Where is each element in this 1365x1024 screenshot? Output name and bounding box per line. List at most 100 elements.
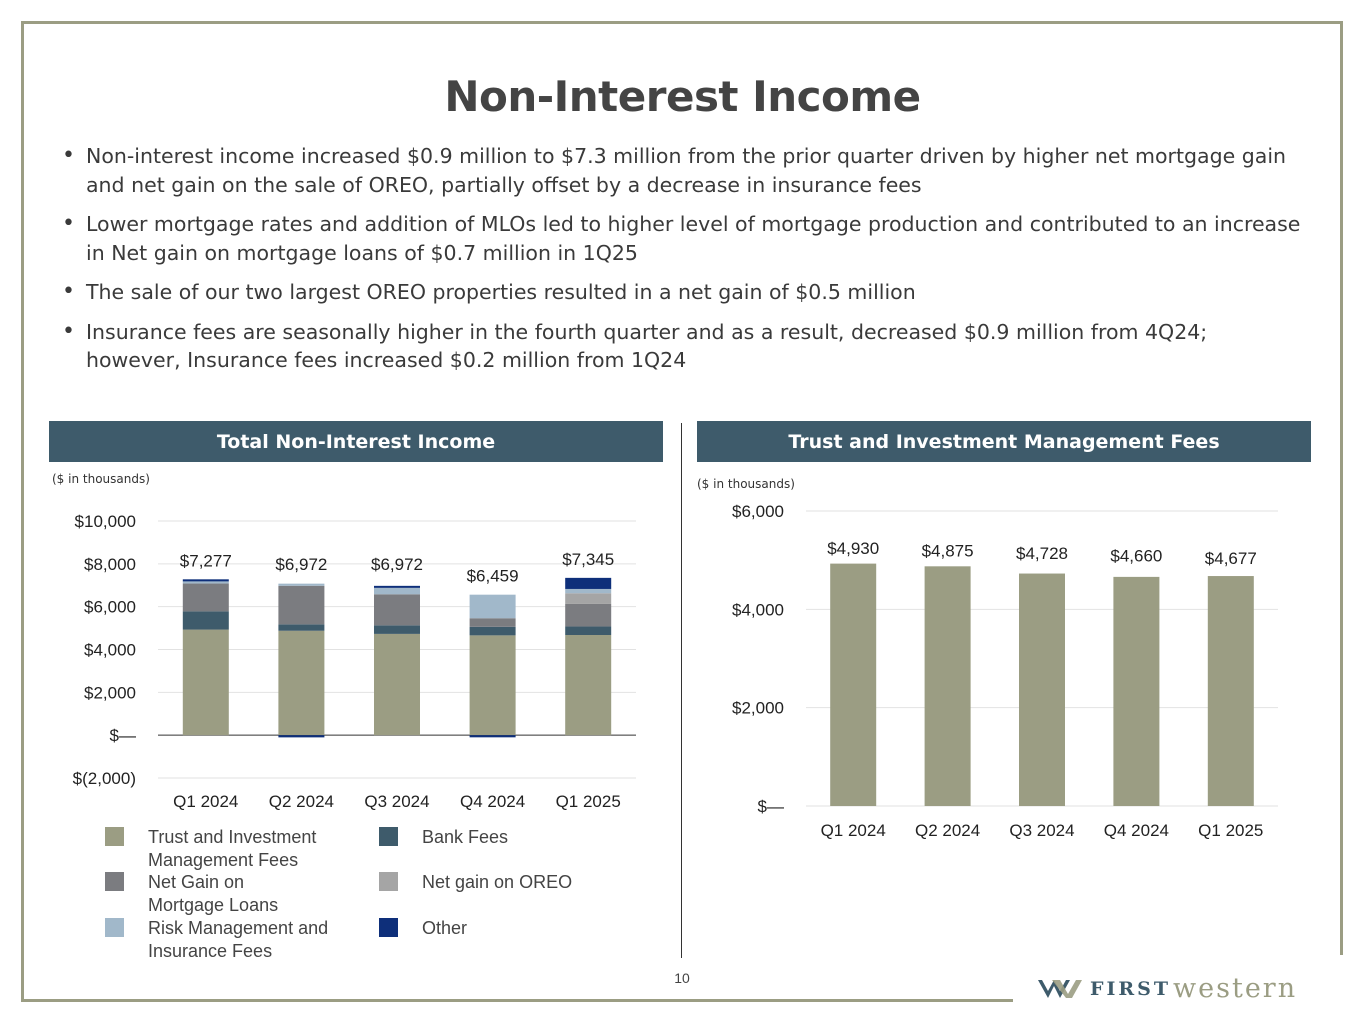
- total-income-units-note: ($ in thousands): [52, 472, 150, 486]
- x-tick-label: Q2 2024: [915, 821, 980, 840]
- legend-swatch: [379, 918, 398, 937]
- y-tick-label: $4,000: [732, 600, 784, 619]
- legend-item-insurance: Risk Management and Insurance Fees: [105, 917, 348, 963]
- x-tick-label: Q3 2024: [1009, 821, 1074, 840]
- trust-fees-units-note: ($ in thousands): [697, 477, 795, 491]
- y-tick-label: $2,000: [732, 699, 784, 718]
- bar-segment: [374, 625, 420, 634]
- company-logo: FIRST western: [1038, 975, 1297, 1002]
- legend-label: Net Gain on Mortgage Loans: [148, 872, 279, 915]
- legend-swatch: [105, 918, 124, 937]
- bar-segment: [182, 583, 229, 612]
- bar-segment: [469, 594, 516, 619]
- legend-swatch: [379, 827, 398, 846]
- logo-western-text: western: [1173, 973, 1298, 1004]
- bar-segment: [374, 587, 420, 595]
- bar-segment: [565, 635, 612, 736]
- y-tick-label: $8,000: [84, 555, 136, 574]
- bar-segment: [374, 633, 420, 736]
- bar-segment: [565, 593, 612, 604]
- bar-segment: [278, 583, 325, 586]
- bar: [1207, 576, 1254, 806]
- frame-top-border: [21, 21, 1343, 24]
- bar: [830, 563, 877, 806]
- y-tick-label: $—: [110, 726, 136, 745]
- bar: [924, 566, 971, 806]
- bar: [1019, 573, 1065, 806]
- legend-label: Other: [422, 918, 468, 938]
- frame-right-border: [1340, 21, 1343, 955]
- data-label-total: $7,277: [180, 551, 232, 570]
- bar-segment: [182, 579, 229, 582]
- x-tick-label: Q1 2024: [821, 821, 886, 840]
- data-label: $4,875: [922, 542, 974, 561]
- bar-segment: [278, 735, 325, 738]
- legend-label: Bank Fees: [422, 827, 509, 847]
- data-label-total: $7,345: [562, 550, 614, 569]
- y-tick-label: $6,000: [732, 502, 784, 521]
- data-label: $4,660: [1110, 547, 1162, 566]
- y-tick-label: $4,000: [84, 641, 136, 660]
- bullet-item: Non-interest income increased $0.9 milli…: [62, 142, 1302, 199]
- panel-divider: [681, 423, 682, 958]
- bar-segment: [374, 585, 420, 588]
- bullet-list: Non-interest income increased $0.9 milli…: [62, 142, 1302, 386]
- bar-segment: [469, 635, 516, 736]
- bullet-item: The sale of our two largest OREO propert…: [62, 278, 1302, 307]
- legend-label: Net gain on OREO: [422, 872, 573, 892]
- bar-segment: [469, 618, 516, 627]
- legend-item-trust: Trust and Investment Management Fees: [105, 826, 348, 872]
- bar-segment: [565, 626, 612, 636]
- legend-swatch: [105, 872, 124, 891]
- page-number: 10: [674, 970, 690, 986]
- bar: [1113, 576, 1160, 806]
- bar-segment: [182, 629, 229, 736]
- y-tick-label: $—: [758, 797, 784, 816]
- x-tick-label: Q4 2024: [1104, 821, 1169, 840]
- bar-segment: [278, 585, 325, 625]
- bar-segment: [469, 735, 516, 738]
- x-tick-label: Q1 2025: [1198, 821, 1263, 840]
- data-label-total: $6,972: [371, 555, 423, 574]
- legend-item-mortgage: Net Gain on Mortgage Loans: [105, 871, 298, 917]
- total-income-chart-header: Total Non-Interest Income: [49, 421, 663, 462]
- x-tick-label: Q1 2024: [173, 792, 238, 811]
- frame-left-border: [21, 21, 24, 1002]
- legend-item-oreo: Net gain on OREO: [379, 871, 622, 894]
- data-label: $4,930: [827, 539, 879, 558]
- bar-segment: [278, 624, 325, 631]
- y-tick-label: $(2,000): [73, 769, 136, 788]
- bar-segment: [565, 603, 612, 627]
- legend-swatch: [379, 872, 398, 891]
- trust-fees-chart-header: Trust and Investment Management Fees: [697, 421, 1311, 462]
- x-tick-label: Q1 2025: [556, 792, 621, 811]
- logo-first-text: FIRST: [1090, 977, 1172, 1000]
- y-tick-label: $6,000: [84, 598, 136, 617]
- page-title: Non-Interest Income: [444, 72, 921, 121]
- data-label-total: $6,972: [275, 555, 327, 574]
- bar-segment: [182, 611, 229, 630]
- bullet-item: Lower mortgage rates and addition of MLO…: [62, 210, 1302, 267]
- legend-label: Trust and Investment Management Fees: [148, 827, 317, 870]
- legend-label: Risk Management and Insurance Fees: [148, 918, 329, 961]
- y-tick-label: $2,000: [84, 683, 136, 702]
- legend-item-bank-fees: Bank Fees: [379, 826, 622, 849]
- bar-segment: [374, 594, 420, 626]
- data-label-total: $6,459: [467, 567, 519, 586]
- legend-item-other: Other: [379, 917, 622, 940]
- x-tick-label: Q2 2024: [269, 792, 334, 811]
- bar-segment: [278, 630, 325, 736]
- data-label: $4,728: [1016, 544, 1068, 563]
- logo-w-mark-icon: [1038, 979, 1082, 998]
- x-tick-label: Q4 2024: [460, 792, 525, 811]
- bar-segment: [469, 626, 516, 636]
- bar-segment: [565, 588, 612, 594]
- bar-segment: [182, 581, 229, 584]
- frame-bottom-border: [21, 999, 1013, 1002]
- y-tick-label: $10,000: [75, 512, 136, 531]
- x-tick-label: Q3 2024: [364, 792, 429, 811]
- bar-segment: [565, 577, 612, 589]
- bullet-item: Insurance fees are seasonally higher in …: [62, 318, 1302, 375]
